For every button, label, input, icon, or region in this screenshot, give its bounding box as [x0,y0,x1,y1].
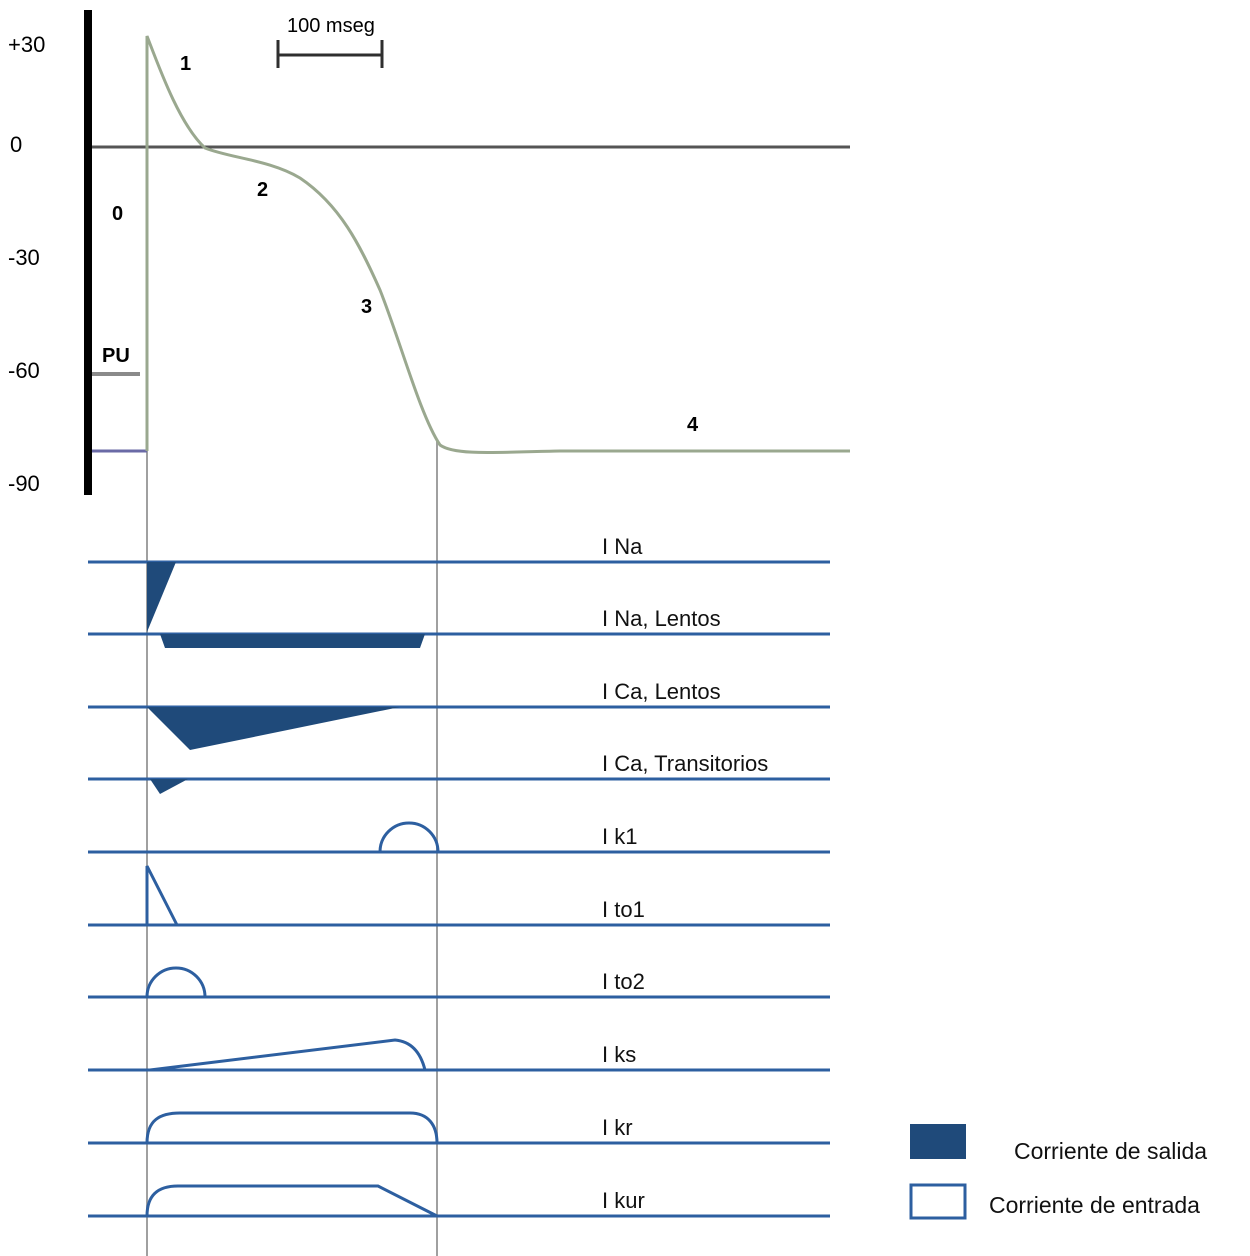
iks-shape [149,1038,427,1072]
current-label-ina: I Na [602,534,643,559]
current-label-ik1: I k1 [602,824,637,849]
phase-3-label: 3 [361,296,372,318]
y-tick-minus30: -30 [8,245,40,270]
legend: Corriente de salida Corriente de entrada [909,1124,1207,1220]
legend-filled-swatch [910,1124,966,1159]
scale-bar-label: 100 mseg [287,15,375,37]
ikur-shape [145,1184,438,1218]
ina-shape [147,562,176,632]
current-label-iks: I ks [602,1042,636,1067]
legend-empty-label: Corriente de entrada [989,1192,1200,1218]
y-tick-0: 0 [10,132,22,157]
legend-empty-swatch [909,1183,967,1220]
phase-2-label: 2 [257,179,268,201]
scale-bar: 100 mseg [276,15,384,68]
ito2-shape [145,966,207,998]
y-axis-bar [84,10,92,495]
current-label-ica-lentos: I Ca, Lentos [602,679,721,704]
action-potential-trace [145,35,850,455]
y-tick-plus30: +30 [8,32,45,57]
phase-1-label: 1 [180,53,191,75]
current-label-ito2: I to2 [602,969,645,994]
y-tick-minus90: -90 [8,471,40,496]
current-label-ina-lentos: I Na, Lentos [602,606,721,631]
phase-0-label: 0 [112,203,123,225]
phase-4-label: 4 [687,414,699,436]
y-tick-minus60: -60 [8,358,40,383]
ik1-shape [378,821,440,853]
ikr-shape [145,1111,439,1144]
current-baselines [88,560,830,1218]
current-label-ikur: I kur [602,1188,645,1213]
legend-filled-label: Corriente de salida [1014,1138,1207,1164]
ica-lentos-shape [147,707,400,750]
current-label-ito1: I to1 [602,897,645,922]
current-label-ikr: I kr [602,1115,633,1140]
current-label-ica-transitorios: I Ca, Transitorios [602,751,768,776]
ica-transitorios-shape [150,779,188,794]
threshold-label: PU [102,345,130,367]
ito1-shape [145,865,179,926]
ina-lentos-shape [160,634,425,648]
